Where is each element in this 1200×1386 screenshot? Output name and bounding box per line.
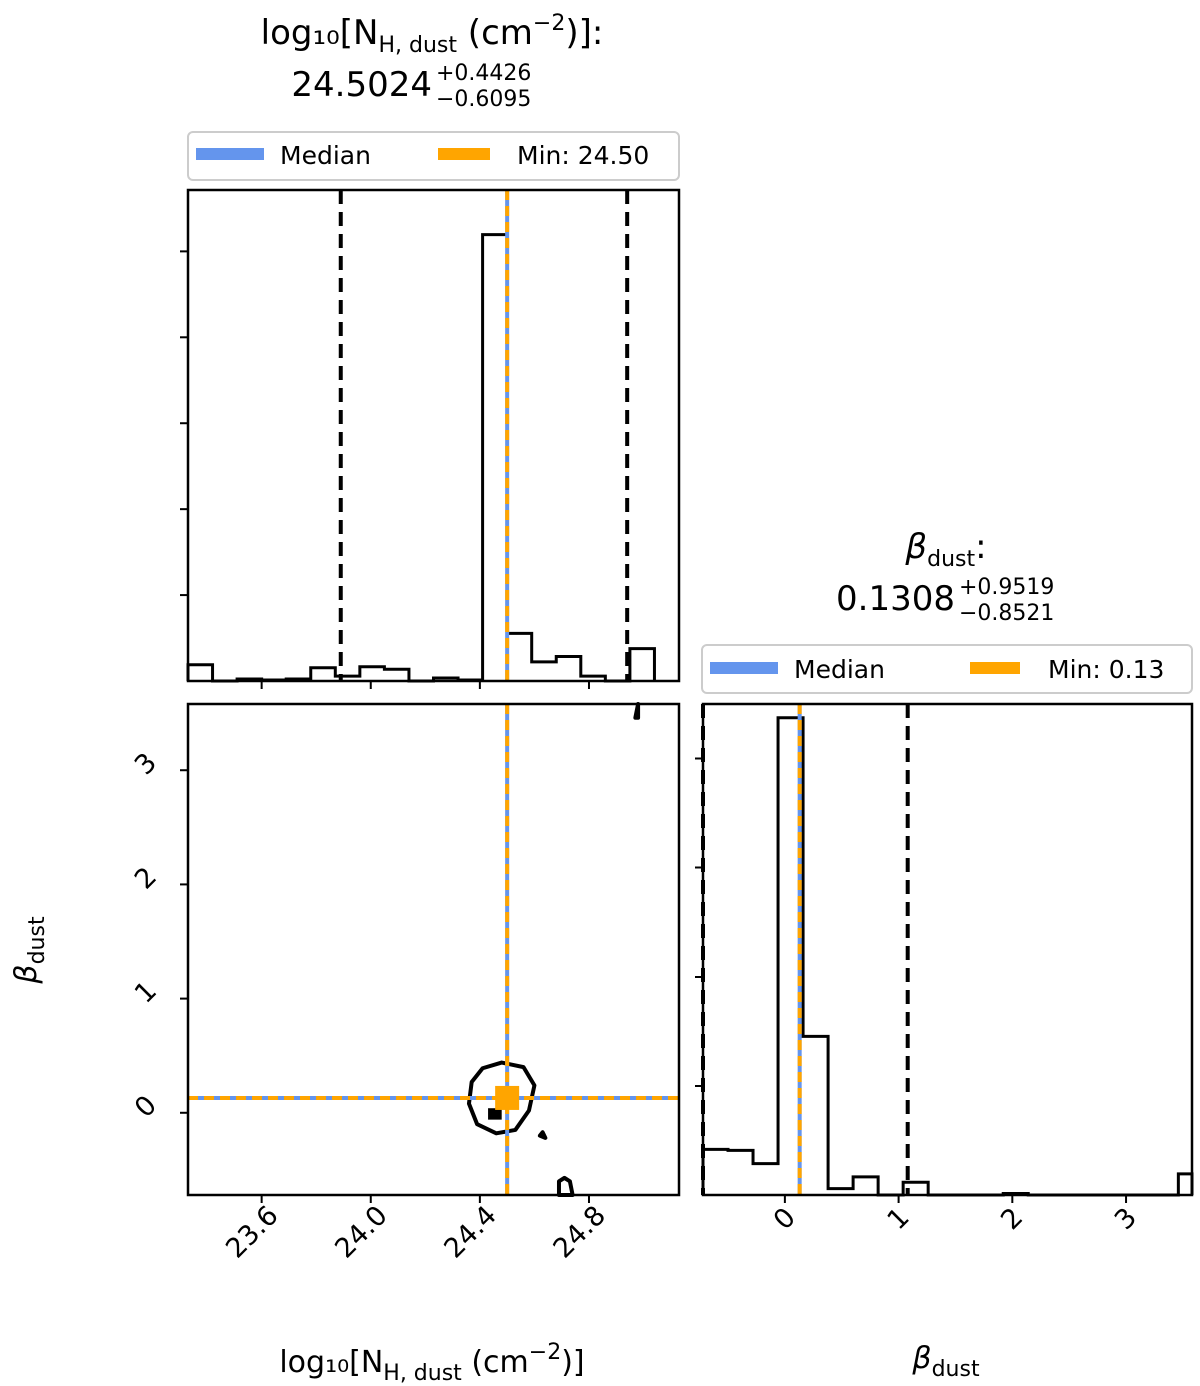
hist-beta-bin-4: [803, 1036, 828, 1195]
hist-nh-bin-13: [507, 633, 532, 681]
hist-beta-xtick-label-2: 2: [995, 1202, 1029, 1236]
svg-text:log₁₀[NH, dust (cm−2)]:: log₁₀[NH, dust (cm−2)]:: [261, 11, 604, 58]
legend-min-label: Min: 24.50: [517, 141, 649, 170]
svg-text:βdust:: βdust:: [904, 527, 986, 572]
hist-beta-xtick-label-3: 3: [1109, 1202, 1143, 1236]
xlabel-nh-sub: H, dust: [383, 1361, 462, 1386]
title-beta-lower: −0.8521: [959, 601, 1054, 626]
hist-beta-xtick-label-1: 1: [881, 1202, 915, 1236]
hist-beta-bin-19: [1178, 1174, 1192, 1195]
hist-nh-bin-14: [532, 662, 557, 681]
xlabel-beta-sub: dust: [932, 1357, 980, 1382]
contour-ytick-label-0: 0: [129, 1090, 163, 1124]
hist-nh-frame: [186, 188, 681, 683]
title-nh-tail: (cm: [457, 13, 533, 53]
title-nh-label: log₁₀[N: [261, 13, 379, 53]
title-beta-upper: +0.9519: [959, 575, 1054, 600]
title-nh-exp: −2: [533, 11, 565, 36]
legend-median-label-2: Median: [794, 655, 885, 684]
hist-beta-xtick-label-0: 0: [768, 1202, 802, 1236]
title-nh-sub: H, dust: [378, 33, 457, 58]
hist-nh-bin-5: [311, 668, 336, 681]
title-beta-label: β: [904, 527, 927, 567]
hist-beta-frame: [701, 702, 1194, 1197]
title-nh-value: 24.5024: [291, 65, 432, 105]
xlabel-nh-text: log₁₀[N: [279, 1345, 383, 1380]
hist-beta-bin-6: [853, 1177, 878, 1195]
legend-min-swatch-2: [970, 662, 1020, 674]
legend-min-label-2: Min: 0.13: [1048, 655, 1164, 684]
hist-beta-bin-2: [753, 1164, 778, 1195]
xlabel-beta-text: β: [911, 1341, 931, 1376]
title-beta-value: 0.1308: [836, 579, 955, 619]
contour-line-3: [537, 1130, 548, 1140]
legend-median-label: Median: [280, 141, 371, 170]
xlabel-nh-tail: (cm: [462, 1345, 529, 1380]
hist-nh-area: [188, 190, 679, 681]
title-nh-end: )]:: [565, 13, 603, 53]
title-beta-dust: βdust: 0.1308 +0.9519 −0.8521: [836, 527, 1054, 626]
hist-beta-area: [703, 704, 1192, 1195]
hist-nh-bin-0: [188, 665, 213, 681]
contour-xtick-label-3: 24.8: [547, 1200, 611, 1264]
contour-ytick-label-1: 1: [129, 976, 163, 1010]
contour-line-2: [633, 702, 641, 720]
legend-median-swatch-2: [710, 662, 778, 674]
hist-nh-bin-7: [360, 667, 385, 681]
hist-nh-bin-18: [630, 649, 655, 681]
hist-nh-bin-15: [556, 656, 581, 681]
contour-dense-0: [488, 1108, 502, 1120]
contour-area: [188, 704, 679, 1195]
legend-top-left: Median Min: 24.50: [187, 131, 680, 181]
ylabel-beta-sub: dust: [25, 916, 50, 964]
contour-ytick-label-3: 3: [129, 747, 163, 781]
hist-nh-bin-8: [384, 669, 409, 681]
ylabel-beta-dust: βdust: [9, 916, 50, 985]
ylabel-beta-text: β: [9, 964, 44, 984]
contour-xtick-label-0: 23.6: [220, 1200, 284, 1264]
xlabel-nh-exp: −2: [529, 1340, 561, 1365]
contour-xtick-label-2: 24.4: [438, 1200, 502, 1264]
hist-nh-bin-12: [483, 235, 508, 681]
legend-top-left-frame: [187, 131, 680, 181]
xlabel-nh-end: )]: [561, 1345, 584, 1380]
legend-bottom-right-frame: [701, 644, 1193, 694]
contour-frame: [186, 702, 681, 1197]
contour-ytick-label-2: 2: [129, 861, 163, 895]
histogram-beta-dust: 0 1 2 3: [695, 702, 1194, 1236]
legend-median-swatch: [196, 148, 264, 160]
xlabel-nh-dust: log₁₀[NH, dust (cm−2)]: [279, 1340, 584, 1386]
contour-min-marker: [495, 1085, 520, 1110]
xlabel-beta-dust: βdust: [911, 1341, 980, 1382]
title-nh-upper: +0.4426: [436, 61, 531, 86]
title-nh-dust: log₁₀[NH, dust (cm−2)]: 24.5024 +0.4426 …: [261, 11, 604, 112]
legend-min-swatch: [438, 148, 490, 160]
hist-beta-bin-0: [703, 1149, 728, 1195]
title-nh-lower: −0.6095: [436, 87, 531, 112]
hist-beta-bin-1: [728, 1150, 753, 1195]
histogram-nh-dust: [180, 188, 681, 689]
contour-xtick-label-1: 24.0: [329, 1200, 393, 1264]
contour-nh-beta: 23.6 24.0 24.4 24.8 0 1 2 3: [129, 702, 681, 1264]
legend-bottom-right: Median Min: 0.13: [701, 644, 1193, 694]
title-beta-sub: dust: [927, 547, 975, 572]
title-beta-end: :: [975, 527, 986, 567]
